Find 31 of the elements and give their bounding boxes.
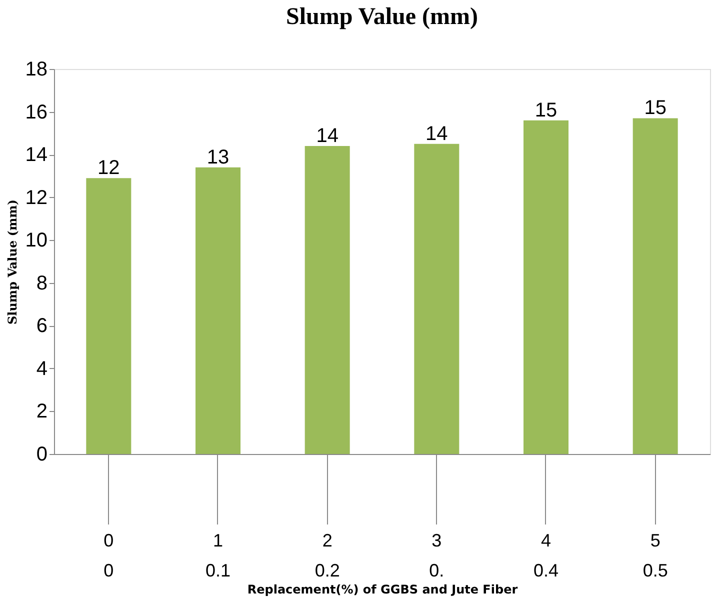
y-tick-label: 8 xyxy=(36,272,48,294)
y-axis-title: Slump Value (mm) xyxy=(5,199,20,325)
annotation: 13 xyxy=(206,146,230,168)
chart-title: Slump Value (mm) xyxy=(286,4,478,30)
bar xyxy=(632,118,678,454)
x-tick-label: 2 0.2 xyxy=(314,530,340,580)
x-tick-label: 4 0.4 xyxy=(533,530,559,580)
annotation: 15 xyxy=(534,99,558,122)
y-tick-label: 18 xyxy=(25,58,48,80)
y-tick-label: 14 xyxy=(25,144,48,166)
bar xyxy=(414,144,460,454)
y-tick-label: 12 xyxy=(25,186,48,209)
bar xyxy=(196,167,240,454)
x-tick-label: 3 0. xyxy=(429,530,444,580)
bar xyxy=(304,146,350,454)
y-tick-label: 0 xyxy=(36,444,48,466)
y-tick-label: 2 xyxy=(36,400,48,423)
x-tick-label: 1 0.1 xyxy=(205,530,231,580)
y-tick-label: 4 xyxy=(36,358,48,380)
x-tick-label: 5 0.5 xyxy=(642,530,668,580)
y-tick-label: 10 xyxy=(25,230,48,252)
annotation: 14 xyxy=(426,122,448,145)
x-tick-label: 0 0 xyxy=(104,530,114,580)
x-axis-title: Replacement(%) of GGBS and Jute Fiber xyxy=(247,582,518,596)
y-tick-label: 6 xyxy=(36,315,48,338)
annotation: 15 xyxy=(644,97,666,120)
y-tick-label: 16 xyxy=(25,101,48,124)
bar xyxy=(86,178,132,454)
annotation: 14 xyxy=(316,125,338,147)
bar xyxy=(524,120,568,454)
annotation: 12 xyxy=(98,157,120,180)
